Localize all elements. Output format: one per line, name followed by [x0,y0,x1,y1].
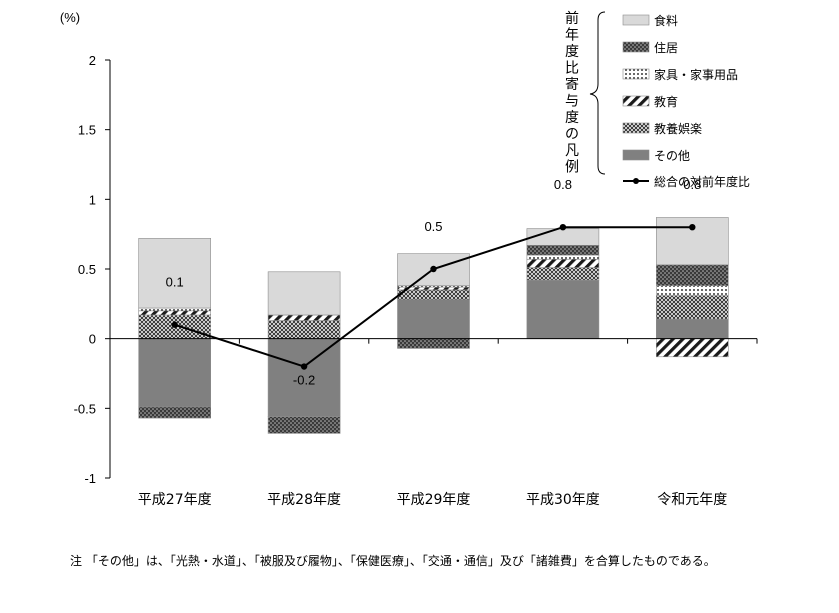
unit-label: (%) [60,10,80,25]
legend-title-char: 度 [565,44,579,60]
category-label: 平成29年度 [397,492,471,508]
legend-label: 住居 [654,41,678,55]
category-label: 平成28年度 [267,492,341,508]
legend-title-char: 度 [565,110,579,126]
bar-segment [138,406,211,419]
legend-swatch [622,14,650,26]
bar-segment [267,271,341,316]
y-tick-label: 0 [89,332,96,347]
legend-title-char: 年 [565,28,579,44]
legend-brace [589,11,606,175]
bar-segment [138,238,211,309]
bar-segment [526,258,600,268]
legend-label: 教育 [654,94,678,109]
category-label: 令和元年度 [657,492,727,508]
legend-line-marker [633,178,639,184]
bar-segment [526,279,600,339]
category-label: 平成30年度 [526,492,600,508]
legend-swatch [622,41,650,53]
legend-swatch [622,122,650,134]
y-tick-label: -1 [84,471,96,486]
bar-segment [267,416,341,434]
bar-segment [526,267,600,281]
legend-label: 教養娯楽 [654,121,702,136]
legend-swatch [622,68,650,80]
line-point [559,224,567,231]
legend-label: その他 [654,149,690,163]
line-point [171,321,178,328]
bar-segment [655,338,729,358]
bar-segment [526,228,600,246]
line-point [430,265,437,273]
bar-segment [526,254,600,260]
bar-segment [397,289,470,300]
legend-title-char: 比 [565,61,579,77]
bar-segment [138,338,211,408]
y-tick-label: 1 [89,192,96,207]
plot-area: 2 1.5 1 0.5 0 -0.5 -1 平成27年度 平成28年度 平成29年度 平成30年度 令… [74,53,758,508]
bar-segment [655,318,729,339]
y-tick-label: 2 [89,53,96,68]
legend-title-char: の [565,127,579,143]
bar-segment [655,285,729,296]
bar-segment [397,299,470,339]
legend-title-char: 与 [565,94,579,110]
legend-swatch [622,95,650,107]
legend-title-char: 例 [565,160,579,176]
bar-segment [138,310,211,316]
bar-segment [267,338,341,417]
legend-swatch [622,149,650,161]
y-tick-label: -0.5 [74,401,96,416]
bar-segment [267,314,341,321]
bar-segment [655,264,729,287]
data-label: 0.8 [683,177,701,192]
footnote: 注 「その他」は、「光熱・水道」、「被服及び履物」、「保健医療」、「交通・通信」… [70,554,716,568]
legend-title-char: 寄 [565,76,579,93]
y-tick-label: 0.5 [78,262,96,277]
line-point [300,363,308,370]
legend-label: 家具・家事用品 [654,67,738,82]
data-label: -0.2 [293,373,315,388]
category-label: 平成27年度 [138,492,212,508]
legend-title-char: 凡 [565,143,579,159]
bar-segment [397,338,470,349]
legend-label: 総合の対前年度比 [654,174,750,189]
data-label: 0.1 [166,275,184,290]
line-point [689,224,696,231]
legend-label: 食料 [654,13,678,28]
bar-segment [138,307,211,312]
data-label: 0.8 [554,177,572,192]
legend-title-char: 前 [565,10,579,27]
y-tick-label: 1.5 [78,123,96,138]
bar-segment [526,245,600,256]
bar-segment [267,320,341,339]
bar-segment [655,295,729,320]
data-label: 0.5 [424,219,442,234]
